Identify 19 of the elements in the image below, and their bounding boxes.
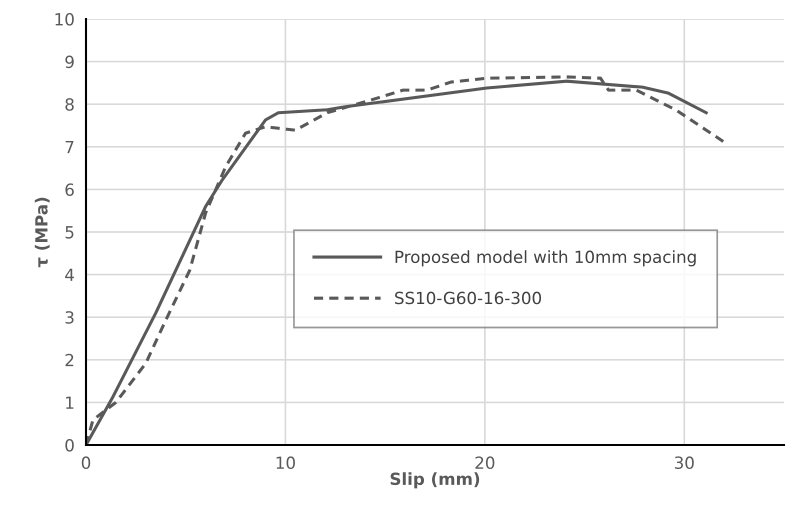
x-tick-label: 10 bbox=[276, 456, 295, 470]
legend-label: SS10-G60-16-300 bbox=[395, 292, 542, 304]
y-tick-label: 4 bbox=[65, 268, 74, 281]
x-tick-label: 20 bbox=[475, 456, 494, 470]
y-axis-title: τ (MPa) bbox=[34, 198, 50, 268]
y-tick-label: 0 bbox=[65, 438, 74, 452]
y-tick-label: 1 bbox=[66, 396, 74, 409]
y-tick-label: 6 bbox=[65, 183, 74, 196]
x-tick-label: 30 bbox=[674, 456, 694, 470]
y-tick-label: 5 bbox=[66, 226, 74, 239]
legend-label: Proposed model with 10mm spacing bbox=[396, 250, 696, 266]
y-tick-label: 2 bbox=[66, 354, 74, 366]
y-tick-label: 7 bbox=[66, 140, 74, 154]
y-tick-label: 10 bbox=[56, 12, 74, 26]
y-tick-label: 8 bbox=[65, 98, 74, 111]
x-tick-label: 0 bbox=[82, 456, 90, 470]
y-tick-label: 9 bbox=[65, 56, 74, 68]
y-tick-label: 3 bbox=[66, 311, 74, 324]
x-axis-title: Slip (mm) bbox=[390, 472, 480, 488]
